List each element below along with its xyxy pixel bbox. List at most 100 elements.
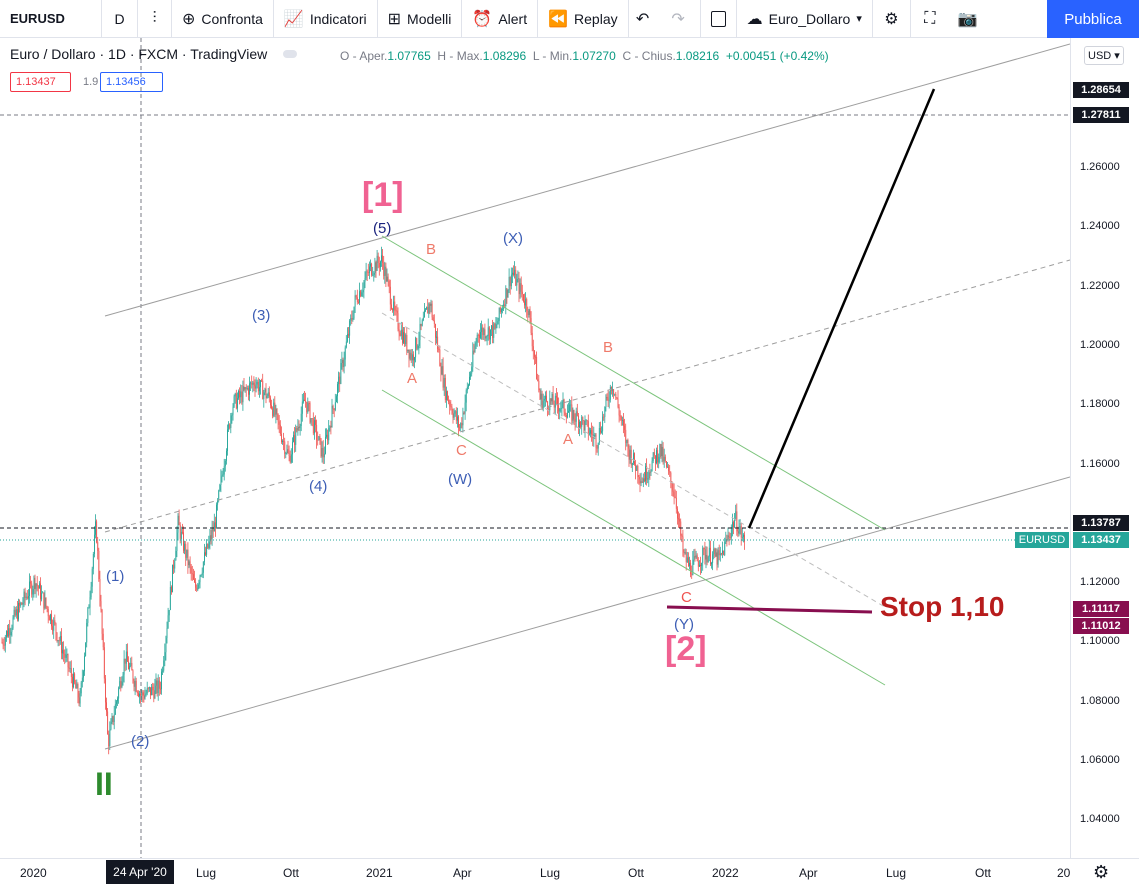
candle-body: [619, 415, 621, 417]
sell-button[interactable]: 1.13437: [10, 72, 71, 92]
candle-body: [384, 266, 386, 276]
candle-body: [2, 642, 4, 645]
candle-body: [708, 547, 710, 557]
candle-body: [30, 581, 32, 584]
candle-body: [76, 684, 78, 689]
fullscreen-button[interactable]: ⛶: [911, 0, 949, 38]
candle-body: [65, 654, 67, 658]
alert-label: Alert: [498, 10, 528, 27]
symbol-search-button[interactable]: EURUSD: [0, 0, 102, 38]
wave-(2)-label: (2): [131, 733, 150, 750]
candle-body: [47, 609, 49, 617]
candle-body: [598, 427, 600, 443]
candle-body: [733, 522, 734, 528]
y-tick-label: 1.06000: [1080, 754, 1120, 766]
wave-B2-label: B: [603, 339, 614, 356]
camera-icon: 📷: [957, 10, 978, 28]
snapshot-button[interactable]: 📷: [949, 0, 987, 38]
candle-body: [579, 421, 580, 428]
candle-body: [611, 386, 612, 391]
price-axis[interactable]: [1070, 38, 1139, 858]
candle-body: [122, 674, 124, 682]
candle-body: [515, 269, 517, 286]
candle-body: [405, 334, 407, 344]
candle-body: [517, 278, 519, 280]
publish-button[interactable]: Pubblica: [1047, 0, 1139, 38]
currency-selector[interactable]: USD ▾: [1084, 46, 1124, 65]
candle-body: [513, 272, 514, 275]
candle-body: [681, 535, 683, 537]
candle-body: [189, 561, 191, 567]
candle-body: [395, 310, 397, 312]
candle-body: [193, 574, 194, 580]
candle-body: [237, 398, 238, 409]
layout-button[interactable]: ☁ Euro_Dollaro ▾: [737, 0, 873, 38]
candle-body: [116, 701, 117, 705]
candle-body: [559, 408, 561, 412]
candle-body: [364, 278, 366, 282]
channel-lower-line: [104, 476, 1070, 750]
candle-body: [460, 423, 462, 429]
redo-button[interactable]: ↷: [657, 0, 701, 38]
candle-body: [271, 405, 272, 409]
candle-body: [153, 690, 155, 699]
y-tick-label: 1.24000: [1080, 220, 1120, 233]
buy-button[interactable]: 1.13456: [100, 72, 163, 92]
candle-body: [96, 521, 98, 543]
candle-body: [394, 301, 396, 311]
candle-body: [155, 680, 157, 686]
candle-body: [230, 415, 232, 428]
crosshair-date-label: 24 Apr '20: [106, 860, 174, 884]
candle-body: [124, 658, 126, 664]
candle-body: [717, 550, 719, 565]
candle-body: [268, 392, 270, 398]
candle-body: [538, 380, 540, 391]
close-label: C - Chius.: [622, 49, 676, 63]
templates-button[interactable]: ⊞ Modelli: [378, 0, 463, 38]
candle-body: [558, 405, 560, 412]
chart-type-button[interactable]: ⫶: [138, 0, 172, 38]
candle-body: [494, 323, 496, 329]
candle-body: [504, 304, 506, 307]
candle-body: [12, 617, 14, 629]
interval-button[interactable]: D: [102, 0, 138, 38]
candle-body: [469, 376, 470, 385]
candle-body: [54, 620, 56, 624]
alert-button[interactable]: ⏰ Alert: [462, 0, 539, 38]
candle-body: [69, 668, 71, 669]
settings-button[interactable]: ⚙: [873, 0, 911, 38]
candle-body: [623, 420, 624, 426]
candle-body: [418, 340, 420, 346]
candle-body: [261, 380, 263, 382]
candle-body: [26, 596, 28, 599]
compare-button[interactable]: ⊕ Confronta: [172, 0, 274, 38]
candle-body: [103, 647, 105, 679]
stop-price-label-2: 1.11012: [1073, 618, 1129, 634]
candle-body: [596, 447, 598, 449]
candle-body: [48, 616, 50, 621]
replay-button[interactable]: ⏪ Replay: [538, 0, 629, 38]
fullscreen-window-button[interactable]: [701, 0, 737, 38]
undo-button[interactable]: ↶: [629, 0, 657, 38]
wave-(Y)-label: (Y): [674, 616, 694, 633]
indicators-button[interactable]: 📈 Indicatori: [274, 0, 378, 38]
candle-body: [693, 556, 695, 560]
candle-body: [88, 607, 90, 609]
candle-body: [512, 272, 513, 275]
candle-body: [296, 427, 298, 431]
candle-body: [711, 563, 712, 565]
candle-body: [216, 504, 217, 529]
candle-body: [319, 436, 321, 439]
candle-body: [140, 693, 142, 696]
candle-body: [380, 261, 381, 268]
price-chart[interactable]: [0, 38, 1070, 858]
candle-body: [260, 380, 261, 388]
candle-body: [36, 583, 38, 587]
time-axis[interactable]: [0, 858, 1139, 892]
eye-icon[interactable]: [283, 50, 298, 58]
candle-body: [22, 603, 24, 605]
candle-body: [656, 450, 657, 464]
candle-body: [352, 318, 354, 320]
candle-body: [613, 389, 615, 395]
chart-settings-gear-icon[interactable]: ⚙: [1093, 862, 1110, 882]
